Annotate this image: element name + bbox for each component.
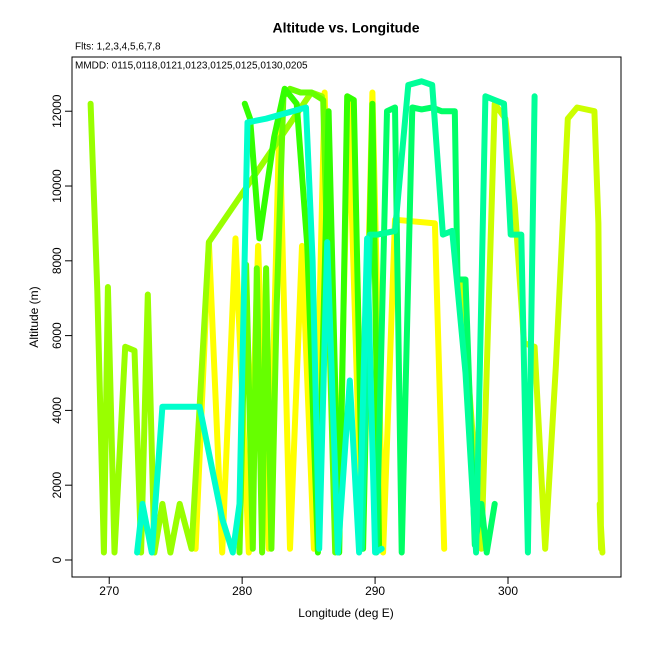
flight-line (458, 100, 606, 556)
y-tick-label: 0 (50, 556, 64, 563)
x-tick-label: 280 (232, 584, 252, 598)
y-tick-label: 10000 (50, 169, 64, 203)
x-tick-label: 270 (99, 584, 119, 598)
flight-line (241, 85, 383, 556)
x-tick-label: 290 (365, 584, 385, 598)
flight-line (358, 78, 538, 556)
plot-frame (71, 56, 622, 578)
flight-line (192, 89, 448, 556)
y-tick-label: 4000 (50, 397, 64, 424)
plot-lines (87, 78, 606, 556)
x-tick-label: 300 (498, 584, 518, 598)
dates-note: MMDD: 0115,0118,0121,0123,0125,0125,0130… (75, 61, 308, 72)
x-axis-label: Longitude (deg E) (298, 606, 393, 620)
chart-title: Altitude vs. Longitude (273, 20, 420, 36)
flights-note: Flts: 1,2,3,4,5,6,7,8 (75, 42, 161, 53)
y-tick-label: 8000 (50, 247, 64, 274)
y-tick-label: 6000 (50, 322, 64, 349)
y-tick-label: 2000 (50, 472, 64, 499)
flight-line (87, 89, 325, 556)
flight-line (236, 85, 339, 556)
y-axis-label: Altitude (m) (27, 286, 41, 347)
y-tick-label: 12000 (50, 94, 64, 128)
flight-line (134, 104, 385, 556)
